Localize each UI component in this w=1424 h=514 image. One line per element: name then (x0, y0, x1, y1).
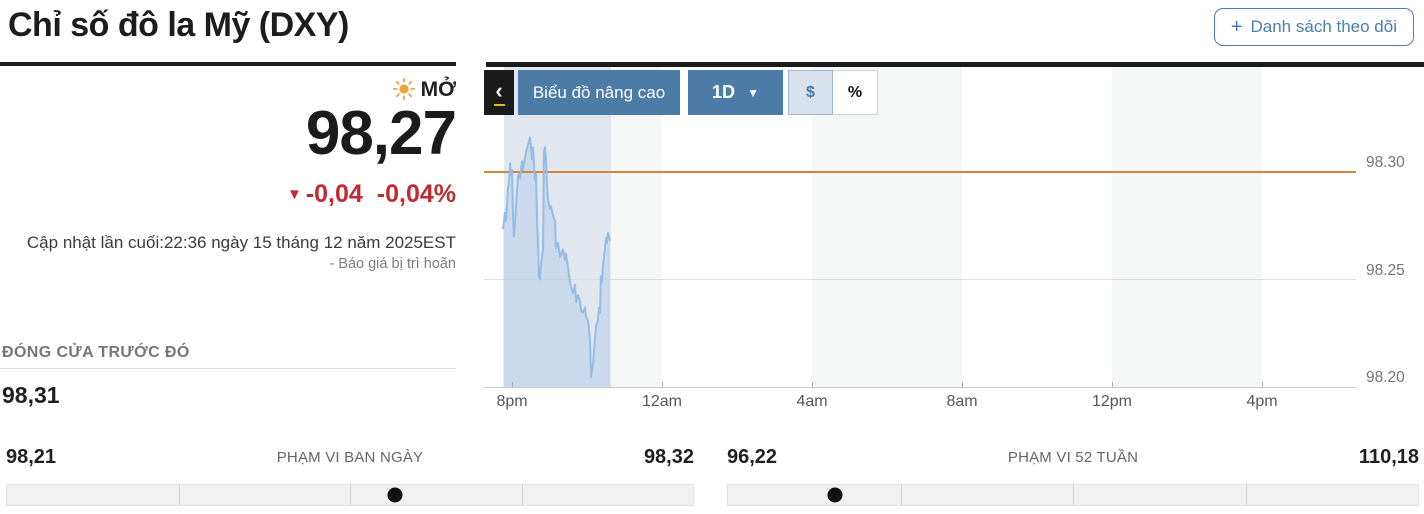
day-range-low: 98,21 (6, 446, 57, 468)
market-status-label: MỞ (420, 78, 456, 101)
quote-delay-note: - Báo giá bị trì hoãn (329, 256, 456, 272)
day-range-module: 98,21 PHẠM VI BAN NGÀY 98,32 (6, 446, 694, 508)
x-tick-label: 12pm (1091, 393, 1133, 410)
back-button[interactable]: ‹ (484, 70, 514, 115)
last-updated-text: Cập nhật lần cuối:22:36 ngày 15 tháng 12… (26, 233, 456, 252)
interval-value: 1D (712, 82, 736, 102)
price-plot[interactable] (484, 62, 1356, 389)
advanced-chart-button[interactable]: Biểu đồ nâng cao (518, 70, 680, 115)
day-range-high: 98,32 (643, 446, 694, 468)
back-chevron-icon: ‹ (495, 77, 503, 103)
divider (0, 368, 456, 369)
x-tick-label: 8pm (496, 393, 528, 410)
intraday-chart: 98.30 98.25 98.20 8pm 12am 4am 8am 12pm 4pm ‹ B… (484, 62, 1424, 422)
unit-dollar-button[interactable]: $ (788, 70, 833, 115)
x-tick-label: 4am (796, 393, 828, 410)
market-status: MỞ (0, 78, 456, 102)
unit-percent-button[interactable]: % (833, 70, 878, 115)
down-triangle-icon: ▼ (286, 186, 302, 203)
interval-dropdown[interactable]: 1D ▼ (688, 70, 783, 115)
y-tick-label: 98.25 (1366, 261, 1405, 279)
x-tick-label: 8am (946, 393, 978, 410)
sun-icon (392, 78, 415, 100)
price-change: ▼ -0,04 -0,04% (0, 180, 456, 209)
y-tick-label: 98.30 (1366, 154, 1405, 171)
day-range-track (6, 484, 694, 506)
x-tick-label: 4pm (1246, 393, 1278, 410)
x-tick-label: 12am (641, 393, 683, 410)
section-divider-bar (0, 62, 456, 66)
add-watchlist-button[interactable]: + Danh sách theo dõi (1213, 8, 1414, 46)
page-title: Chỉ số đô la Mỹ (DXY) (8, 6, 349, 44)
prev-close-label: ĐÓNG CỬA TRƯỚC ĐÓ (2, 344, 190, 361)
y-tick-label: 98.20 (1366, 369, 1405, 386)
52wk-range-high: 110,18 (1358, 446, 1419, 468)
change-value: -0,04 (305, 180, 363, 208)
52wk-range-module: 96,22 PHẠM VI 52 TUẦN 110,18 (727, 446, 1419, 508)
back-underline (493, 103, 505, 106)
plus-icon: + (1230, 16, 1243, 38)
change-percent: -0,04% (376, 180, 456, 208)
current-price: 98,27 (305, 99, 457, 168)
chart-toolbar: ‹ Biểu đồ nâng cao 1D ▼ $ % (484, 70, 878, 115)
add-watchlist-label: Danh sách theo dõi (1250, 17, 1398, 36)
52wk-range-indicator-dot[interactable] (827, 487, 843, 503)
52wk-range-label: PHẠM VI 52 TUẦN (1007, 449, 1139, 466)
day-range-label: PHẠM VI BAN NGÀY (276, 449, 424, 466)
prev-close-value: 98,31 (2, 382, 60, 408)
unit-toggle: $ % (788, 70, 878, 115)
day-range-indicator-dot[interactable] (387, 487, 403, 503)
52wk-range-low: 96,22 (727, 446, 778, 468)
52wk-range-track (727, 484, 1419, 506)
caret-down-icon: ▼ (747, 85, 759, 100)
section-divider-bar (486, 62, 1424, 67)
